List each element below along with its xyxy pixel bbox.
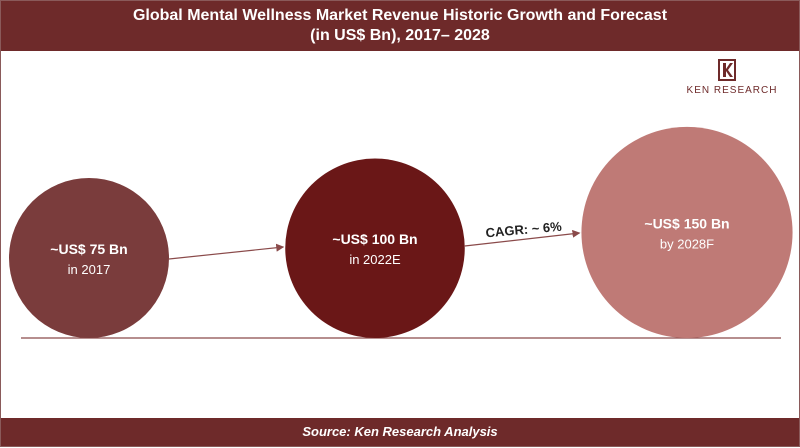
ken-research-logo: KEN RESEARCH bbox=[673, 59, 791, 99]
growth-arrow-2 bbox=[464, 229, 581, 247]
chart-title-line-2: (in US$ Bn), 2017– 2028 bbox=[310, 27, 490, 44]
cagr-annotation: CAGR: ~ 6% bbox=[485, 219, 563, 241]
growth-arrow-1 bbox=[168, 243, 285, 260]
arrows-group bbox=[168, 229, 581, 260]
bubble-2022e bbox=[285, 158, 465, 338]
labels-group: ~US$ 75 Bn in 2017 ~US$ 100 Bn in 2022E ~US$… bbox=[50, 215, 729, 277]
bubble-value-label: ~US$ 150 Bn bbox=[644, 215, 729, 231]
bubble-period-label: in 2017 bbox=[68, 262, 111, 277]
logo-k-icon bbox=[718, 59, 736, 81]
bubble-value-label: ~US$ 75 Bn bbox=[50, 241, 127, 257]
chart-title-line-1: Global Mental Wellness Market Revenue Hi… bbox=[132, 7, 668, 24]
bubbles-group bbox=[9, 126, 793, 339]
logo-wordmark: KEN RESEARCH bbox=[686, 85, 778, 96]
bubble-period-label: in 2022E bbox=[349, 252, 401, 267]
chart-title-banner: Global Mental Wellness Market Revenue Hi… bbox=[1, 1, 799, 51]
bubble-period-label: by 2028F bbox=[660, 236, 714, 251]
bubble-2017 bbox=[9, 178, 169, 338]
source-footer: Source: Ken Research Analysis bbox=[1, 418, 799, 446]
bubble-value-label: ~US$ 100 Bn bbox=[332, 231, 417, 247]
bubble-2028f bbox=[581, 126, 793, 339]
